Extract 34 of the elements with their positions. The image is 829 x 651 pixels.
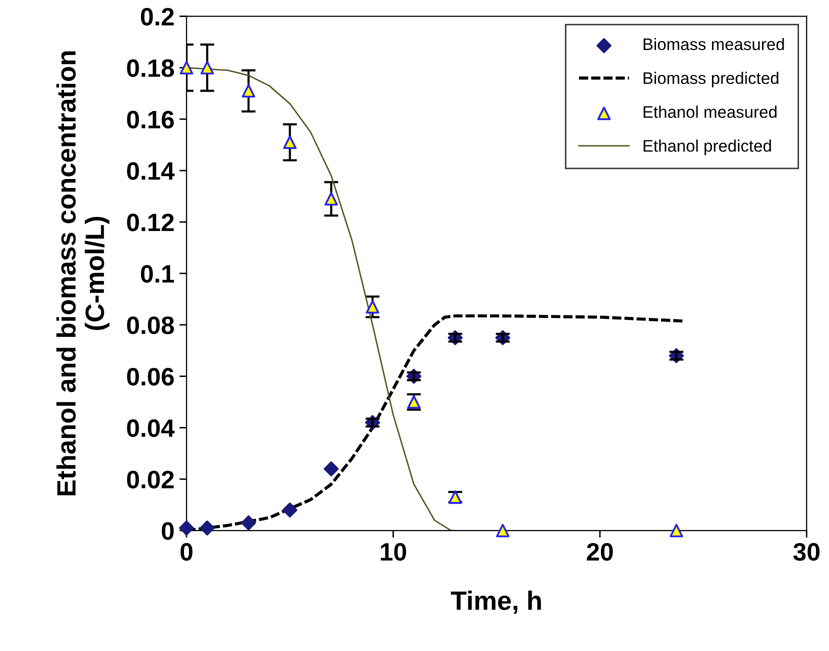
y-tick-label: 0: [162, 522, 174, 540]
x-tick-label: 30: [793, 543, 820, 561]
point: [283, 136, 297, 149]
y-tick-label: 0.12: [127, 214, 174, 232]
point: [179, 520, 194, 536]
x-axis-title: Time, h: [450, 590, 541, 614]
point: [242, 84, 256, 98]
y-tick-label: 0.08: [127, 316, 174, 334]
point: [282, 502, 298, 518]
y-tick-label: 0.1: [140, 265, 174, 283]
y-tick-label: 0.06: [127, 368, 174, 386]
y-tick-label: 0.04: [127, 419, 175, 438]
y-tick-label: 0.16: [127, 110, 174, 128]
y-tick-label: 0.14: [127, 162, 175, 180]
point: [180, 60, 194, 74]
y-axis-title: Ethanol and biomass concentration (C-mol/L): [56, 51, 110, 496]
point: [200, 60, 214, 74]
point: [670, 524, 684, 538]
y-tick-label: 0.18: [127, 59, 174, 78]
x-tick-label: 20: [586, 543, 613, 561]
y-tick-label: 0.2: [140, 8, 174, 26]
legend-label: Ethanol predicted: [644, 140, 771, 156]
y-tick-label: 0.02: [127, 470, 174, 488]
point: [241, 515, 256, 530]
x-tick-label: 10: [380, 543, 406, 561]
legend-label: Biomass measured: [644, 38, 784, 50]
legend-label: Biomass predicted: [644, 72, 778, 88]
point: [324, 461, 339, 476]
point: [366, 300, 380, 314]
point: [496, 524, 510, 538]
point: [324, 192, 338, 206]
legend-label: Ethanol measured: [644, 106, 777, 118]
point: [200, 520, 215, 536]
x-tick-label: 0: [180, 543, 192, 561]
